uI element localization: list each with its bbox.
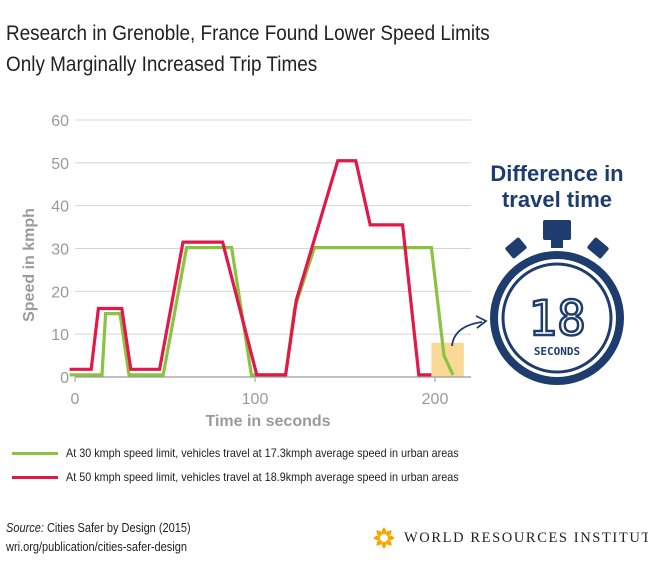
wri-emblem-petal [386, 530, 392, 536]
stopwatch-crown-icon [543, 220, 571, 240]
stopwatch-unit: SECONDS [534, 345, 580, 358]
x-tick-label-200: 200 [422, 391, 449, 408]
y-tick-label-0: 0 [60, 370, 69, 387]
stopwatch-value: 18 [528, 291, 586, 347]
chart-series [69, 159, 455, 377]
y-tick-label-40: 40 [51, 199, 69, 216]
y-tick-label-20: 20 [51, 284, 69, 301]
annotation-connector-arrow-icon [451, 321, 483, 347]
legend-item-50kmph: At 50 kmph speed limit, vehicles travel … [12, 469, 502, 485]
wri-emblem-dot [387, 538, 390, 542]
wri-emblem-petal [376, 540, 382, 546]
wri-emblem-petal [381, 541, 387, 549]
y-tick-label-30: 30 [51, 242, 69, 259]
stopwatch-inner-ring-icon [501, 262, 613, 374]
legend-item-30kmph: At 30 kmph speed limit, vehicles travel … [12, 445, 502, 461]
source-text: Cities Safer by Design (2015) [43, 521, 191, 535]
x-tick-label-100: 100 [242, 391, 269, 408]
legend-label-50kmph: At 50 kmph speed limit, vehicles travel … [66, 470, 459, 484]
series-line-50kmph [69, 159, 432, 377]
source-url[interactable]: wri.org/publication/cities-safer-design [6, 540, 187, 554]
stopwatch-left-button-icon [505, 237, 527, 259]
annotation-arrowhead-icon [475, 315, 488, 329]
stopwatch-heading-line-1: Difference in [490, 161, 623, 186]
wri-emblem-dot [384, 532, 388, 535]
wri-emblem-dot [380, 532, 384, 535]
y-tick-label-60: 60 [51, 113, 69, 130]
wri-emblem-petal [381, 527, 387, 535]
chart-title: Research in Grenoble, France Found Lower… [6, 18, 490, 80]
title-line-2: Only Marginally Increased Trip Times [6, 52, 318, 76]
wri-emblem-petal [376, 530, 382, 536]
title-line-1: Research in Grenoble, France Found Lower… [6, 21, 490, 45]
legend-label-30kmph: At 30 kmph speed limit, vehicles travel … [66, 446, 459, 460]
axes [74, 376, 471, 382]
source-label: Source: [6, 521, 44, 535]
series-line-30kmph [69, 246, 455, 377]
legend-swatch-30kmph [12, 451, 58, 455]
legend-swatch-50kmph [12, 475, 58, 479]
stopwatch-face-icon [498, 259, 616, 377]
x-tick-label-0: 0 [71, 391, 80, 408]
source-note: Source: Cities Safer by Design (2015) wr… [6, 519, 191, 557]
y-tick-label-10: 10 [51, 327, 69, 344]
stopwatch-right-button-icon [587, 237, 609, 259]
wri-emblem-petal [386, 540, 392, 546]
stopwatch-stem-icon [551, 238, 563, 248]
tick-labels: 0 10 20 30 40 50 60 0 100 200 [51, 113, 448, 408]
x-axis-label: Time in seconds [205, 413, 330, 430]
wri-emblem-icon [373, 527, 395, 549]
y-axis-label: Speed in kmph [21, 208, 38, 322]
stopwatch-heading-line-2: travel time [502, 187, 612, 212]
wri-emblem-dot [380, 541, 384, 544]
wri-logo: WORLD RESOURCES INSTITUTE [372, 526, 648, 550]
y-tick-label-50: 50 [51, 156, 69, 173]
wri-emblem-dot [378, 534, 381, 538]
wri-logo-text: WORLD RESOURCES INSTITUTE [404, 529, 648, 546]
stopwatch-graphic: Difference in travel time 18 SECONDS [451, 161, 624, 385]
